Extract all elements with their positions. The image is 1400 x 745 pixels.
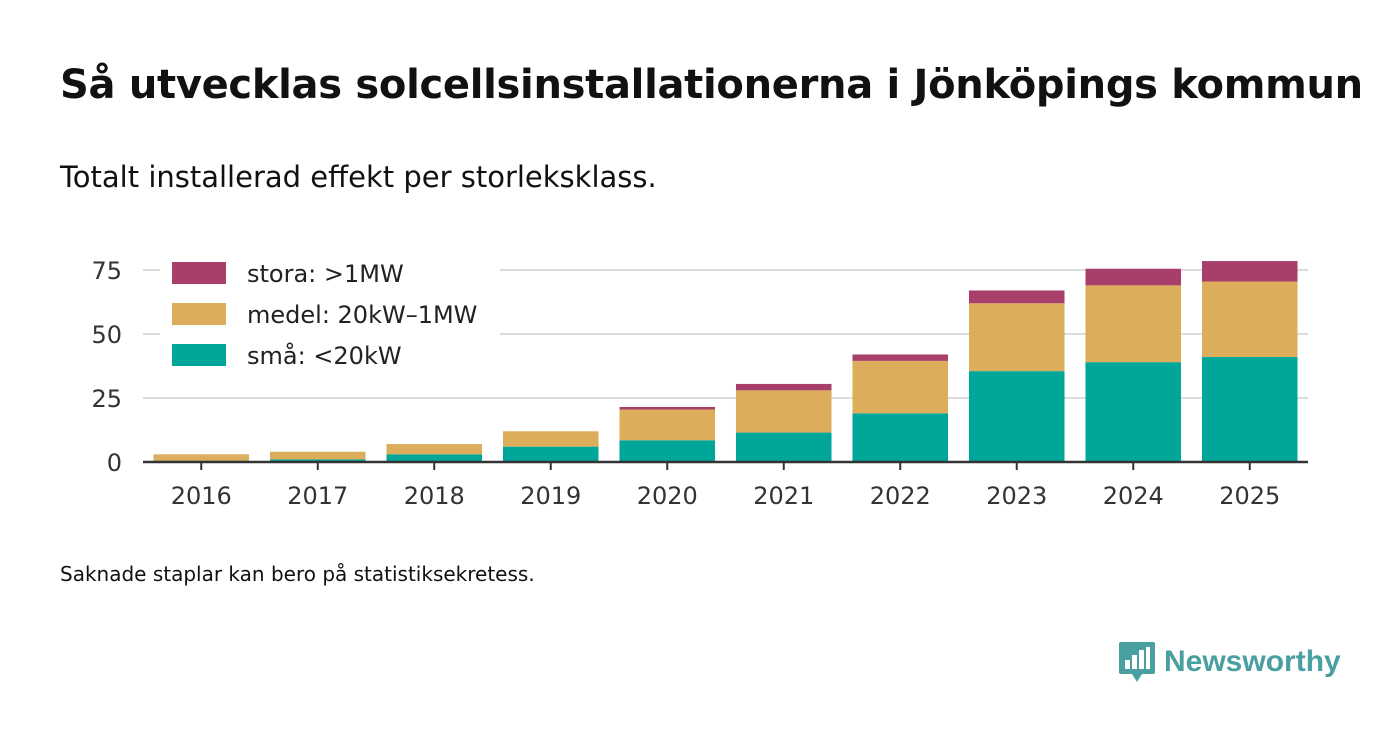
- x-tick-label-2021: 2021: [753, 482, 814, 510]
- x-tick-label-2020: 2020: [637, 482, 698, 510]
- bar-2020-series-1: [619, 409, 716, 441]
- bar-2025-series-0: [1201, 357, 1298, 462]
- bar-2017-series-1: [269, 451, 366, 460]
- bar-2017-series-0: [269, 459, 366, 462]
- bar-2016-series-1: [153, 454, 250, 461]
- bar-2022-series-1: [852, 360, 949, 414]
- stacked-bar-chart: 0 25 50 75 2016 2017 2018 2019 2020 2021 2022 2023 2…: [91, 255, 1308, 510]
- y-tick-label-75: 75: [91, 257, 122, 285]
- x-tick-label-2025: 2025: [1219, 482, 1280, 510]
- bar-2025-series-1: [1201, 281, 1298, 358]
- bar-2023-series-1: [968, 303, 1065, 372]
- brand-logo[interactable]: Newsworthy: [1118, 640, 1341, 684]
- bar-2018-series-1: [386, 444, 483, 455]
- legend-swatch-0: [172, 262, 226, 284]
- legend-label-2: små: <20kW: [247, 341, 402, 370]
- x-tick-label-2022: 2022: [870, 482, 931, 510]
- bar-2024-series-2: [1085, 268, 1182, 286]
- legend-label-0: stora: >1MW: [247, 260, 404, 288]
- legend-swatch-2: [172, 344, 226, 366]
- footnote: Saknade staplar kan bero på statistiksek…: [60, 562, 535, 586]
- bar-2022-series-2: [852, 354, 949, 361]
- chart-title: Så utvecklas solcellsinstallationerna i …: [60, 62, 1363, 108]
- bar-2022-series-0: [852, 413, 949, 462]
- bar-2021-series-1: [735, 390, 832, 433]
- x-tick-label-2024: 2024: [1103, 482, 1164, 510]
- bar-2024-series-0: [1085, 362, 1182, 462]
- brand-name: Newsworthy: [1164, 645, 1341, 678]
- legend-swatch-1: [172, 303, 226, 325]
- chart-subtitle: Totalt installerad effekt per storlekskl…: [60, 160, 657, 194]
- bar-2021-series-0: [735, 432, 832, 462]
- bar-2018-series-0: [386, 454, 483, 462]
- bar-2023-series-2: [968, 290, 1065, 304]
- y-tick-label-25: 25: [91, 385, 122, 413]
- bar-2025-series-2: [1201, 261, 1298, 282]
- bar-2021-series-2: [735, 383, 832, 391]
- y-tick-label-0: 0: [107, 449, 122, 477]
- x-tick-label-2016: 2016: [171, 482, 232, 510]
- bar-2020-series-0: [619, 440, 716, 462]
- x-tick-label-2017: 2017: [287, 482, 348, 510]
- bar-2019-series-1: [502, 431, 599, 447]
- bar-chart-speech-bubble-icon: [1119, 642, 1155, 682]
- x-tick-label-2019: 2019: [520, 482, 581, 510]
- bar-2023-series-0: [968, 371, 1065, 462]
- bar-2019-series-0: [502, 446, 599, 462]
- y-tick-label-50: 50: [91, 321, 122, 349]
- x-tick-label-2018: 2018: [404, 482, 465, 510]
- x-tick-label-2023: 2023: [986, 482, 1047, 510]
- bar-2020-series-2: [619, 406, 716, 410]
- legend-label-1: medel: 20kW–1MW: [247, 301, 477, 329]
- bar-2024-series-1: [1085, 285, 1182, 363]
